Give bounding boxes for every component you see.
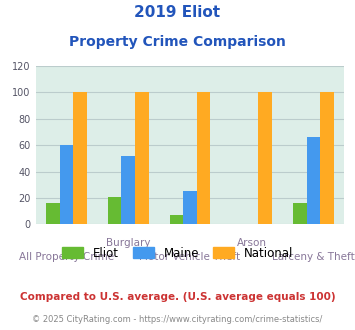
Bar: [197, 92, 210, 224]
Bar: [121, 156, 135, 224]
Bar: [183, 191, 197, 224]
Text: Burglary: Burglary: [106, 238, 151, 248]
Text: All Property Crime: All Property Crime: [19, 252, 114, 262]
Legend: Eliot, Maine, National: Eliot, Maine, National: [57, 242, 298, 264]
Bar: [293, 203, 307, 224]
Bar: [258, 92, 272, 224]
Text: Larceny & Theft: Larceny & Theft: [272, 252, 355, 262]
Bar: [320, 92, 334, 224]
Bar: [307, 137, 320, 224]
Bar: [46, 203, 60, 224]
Text: 2019 Eliot: 2019 Eliot: [135, 5, 220, 20]
Text: Compared to U.S. average. (U.S. average equals 100): Compared to U.S. average. (U.S. average …: [20, 292, 335, 302]
Bar: [135, 92, 148, 224]
Bar: [108, 197, 121, 224]
Bar: [73, 92, 87, 224]
Text: Arson: Arson: [237, 238, 267, 248]
Text: Property Crime Comparison: Property Crime Comparison: [69, 35, 286, 49]
Text: Motor Vehicle Theft: Motor Vehicle Theft: [140, 252, 240, 262]
Text: © 2025 CityRating.com - https://www.cityrating.com/crime-statistics/: © 2025 CityRating.com - https://www.city…: [32, 315, 323, 324]
Bar: [60, 145, 73, 224]
Bar: [170, 215, 183, 224]
